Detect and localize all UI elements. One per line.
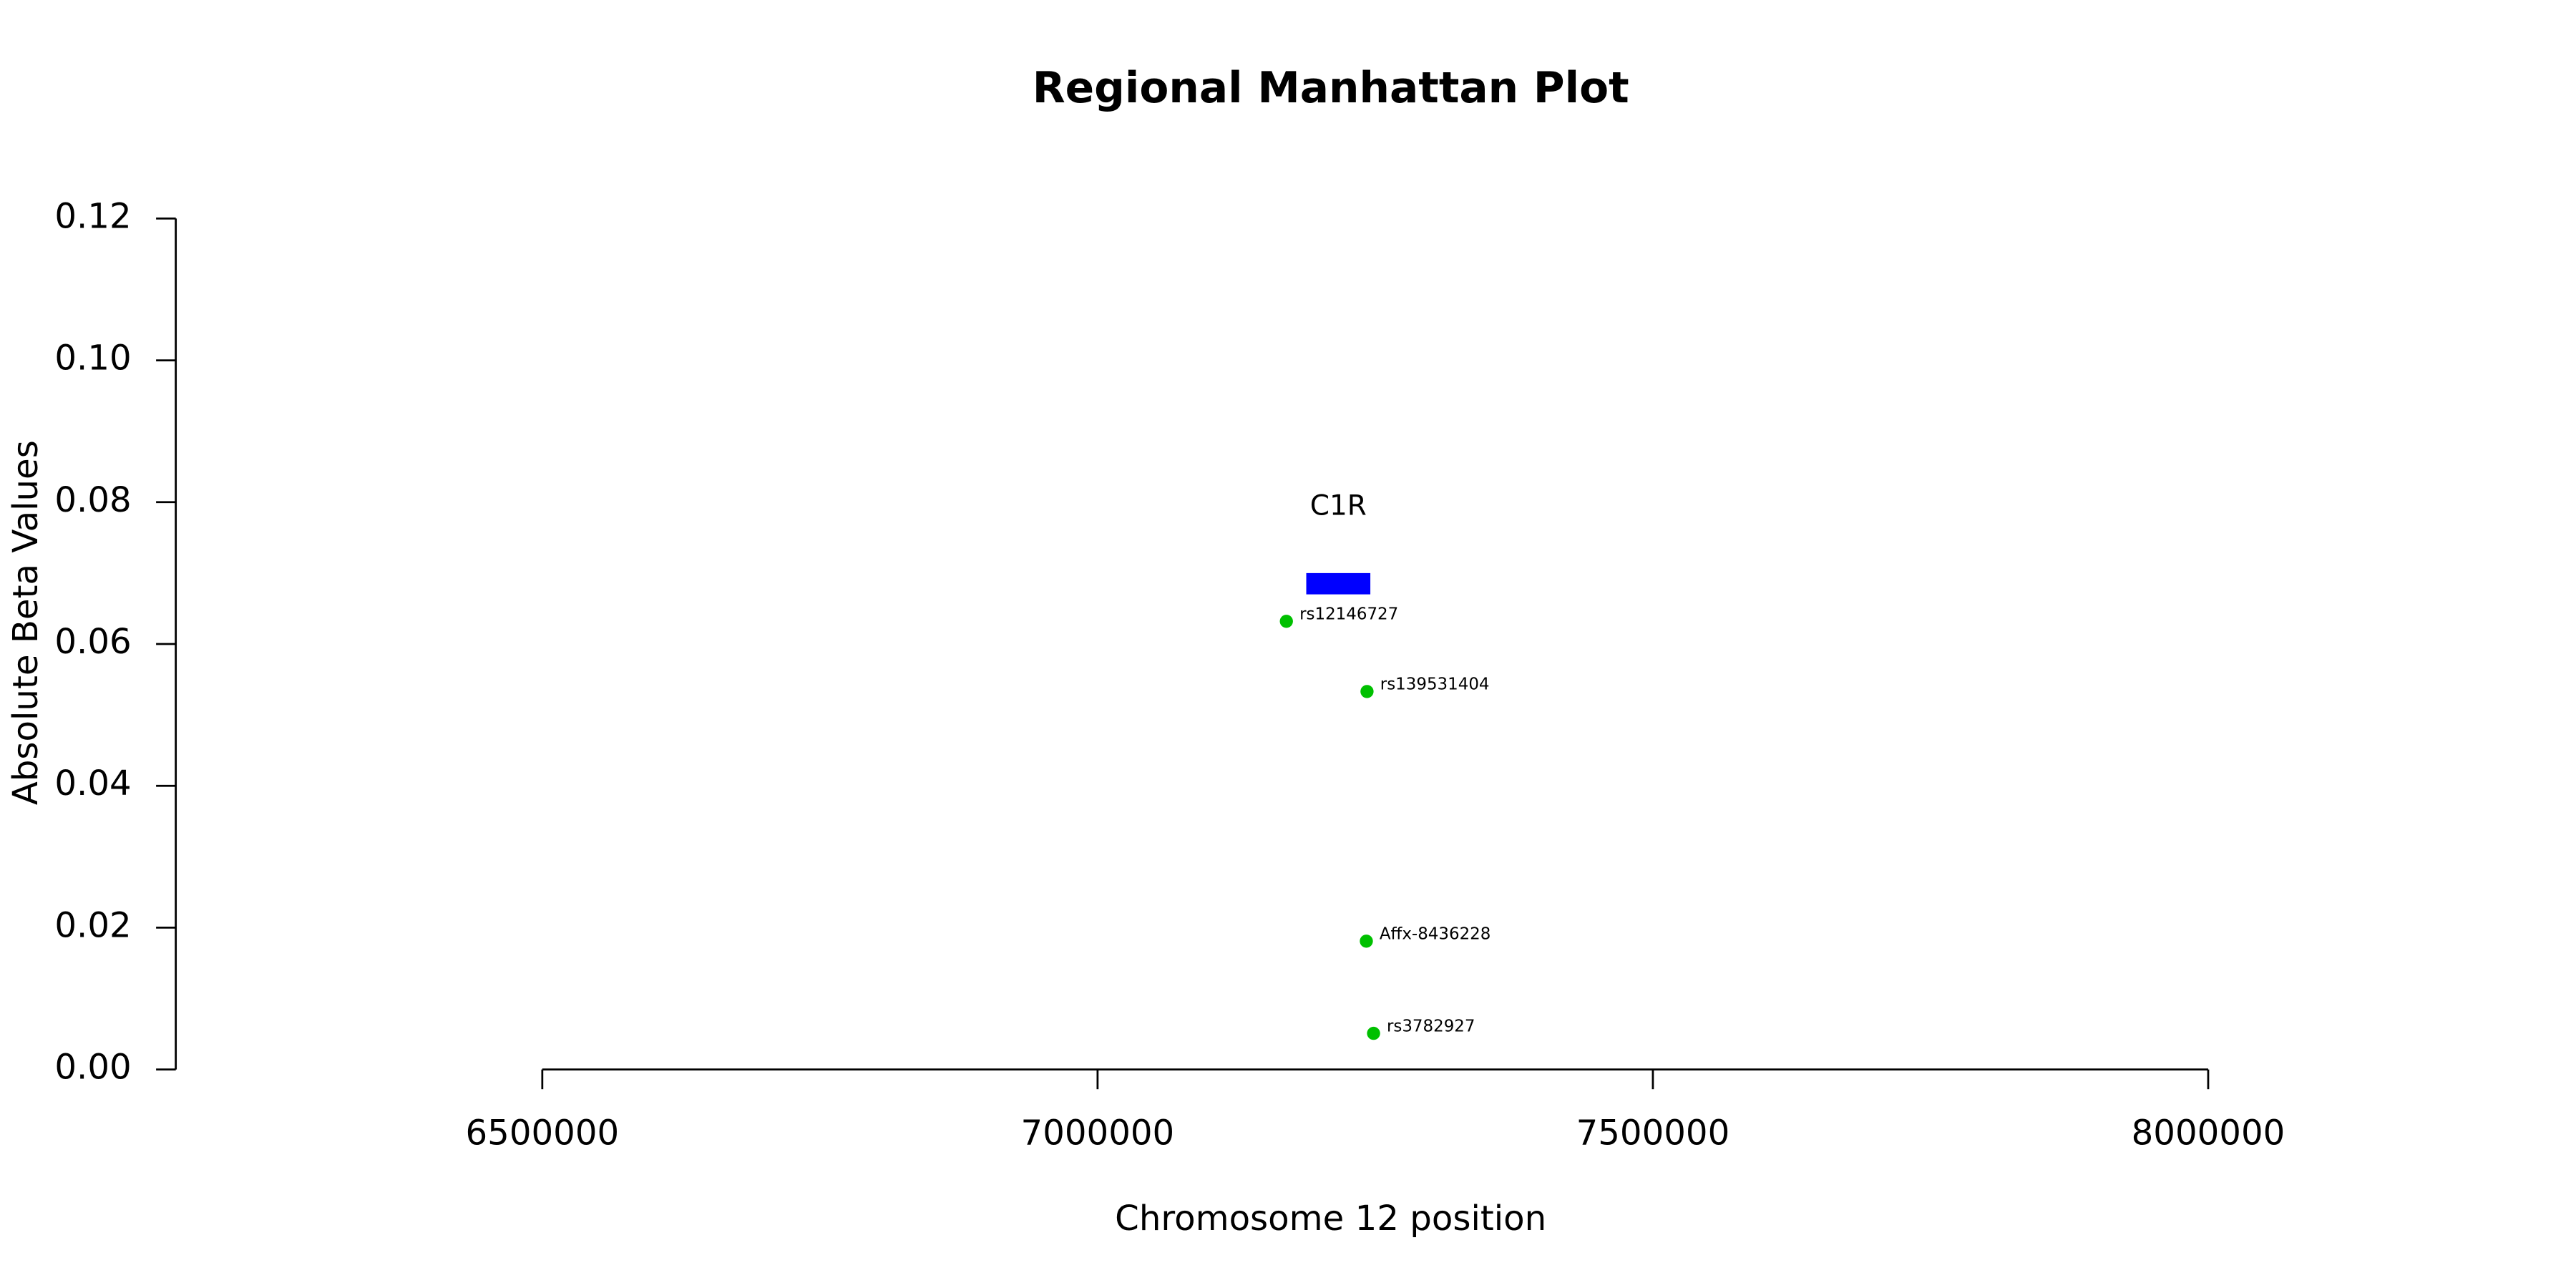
y-tick-label: 0.10 [54, 338, 131, 379]
y-tick-label: 0.04 [54, 763, 131, 804]
point-label: rs139531404 [1380, 675, 1490, 694]
point-label: rs12146727 [1299, 605, 1398, 624]
point-label: Affx-8436228 [1380, 925, 1491, 944]
point [1279, 615, 1293, 628]
gene-label: C1R [1310, 490, 1367, 522]
point [1360, 935, 1373, 948]
x-tick-label: 7000000 [1021, 1113, 1175, 1153]
x-tick-label: 8000000 [2132, 1113, 2285, 1153]
y-tick-label: 0.00 [54, 1048, 131, 1088]
y-axis-label: Absolute Beta Values [6, 440, 46, 805]
chart-title: Regional Manhattan Plot [1033, 64, 1629, 113]
point [1367, 1026, 1380, 1040]
x-tick-label: 6500000 [466, 1113, 620, 1153]
y-tick-label: 0.02 [54, 905, 131, 945]
point-label: rs3782927 [1387, 1017, 1475, 1035]
x-axis-label: Chromosome 12 position [1115, 1199, 1546, 1239]
point [1360, 685, 1374, 698]
gene [1306, 572, 1371, 595]
x-tick-label: 7500000 [1576, 1113, 1730, 1153]
y-tick-label: 0.06 [54, 622, 131, 662]
y-tick-label: 0.12 [54, 196, 131, 236]
y-tick-label: 0.08 [54, 480, 131, 520]
